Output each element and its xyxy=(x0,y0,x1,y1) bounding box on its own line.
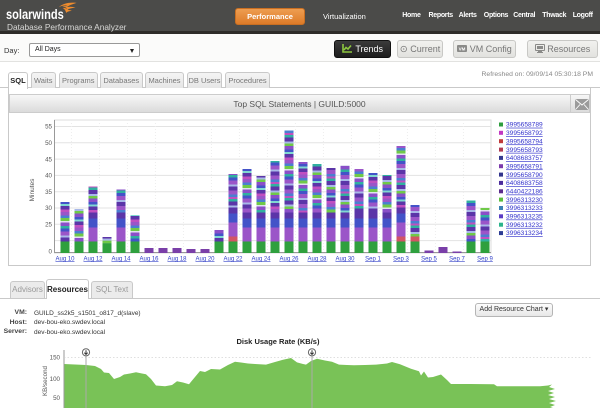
svg-text:0: 0 xyxy=(49,248,53,255)
svg-text:Aug 26: Aug 26 xyxy=(279,256,299,262)
svg-text:25: 25 xyxy=(45,222,52,229)
svg-text:KB/second: KB/second xyxy=(42,365,49,395)
svg-text:Aug 20: Aug 20 xyxy=(195,256,215,262)
svg-text:Aug 24: Aug 24 xyxy=(251,256,271,262)
svg-text:Sep 5: Sep 5 xyxy=(421,256,437,262)
svg-text:Aug 22: Aug 22 xyxy=(223,256,243,262)
svg-text:3996313235: 3996313235 xyxy=(506,214,543,221)
svg-text:35: 35 xyxy=(45,189,52,196)
svg-text:Minutes: Minutes xyxy=(29,178,36,202)
svg-text:Aug 28: Aug 28 xyxy=(307,256,327,262)
svg-text:Aug 30: Aug 30 xyxy=(335,256,355,262)
svg-text:Aug 12: Aug 12 xyxy=(83,256,103,262)
svg-text:6440422186: 6440422186 xyxy=(506,189,543,196)
svg-text:Aug 18: Aug 18 xyxy=(167,256,187,262)
svg-text:3995658792: 3995658792 xyxy=(506,130,543,137)
svg-text:3995658789: 3995658789 xyxy=(506,122,543,129)
svg-text:6408683757: 6408683757 xyxy=(506,155,543,162)
svg-text:100: 100 xyxy=(50,376,61,383)
svg-text:50: 50 xyxy=(45,140,52,147)
svg-text:30: 30 xyxy=(45,205,52,212)
svg-text:Aug 16: Aug 16 xyxy=(139,256,159,262)
svg-text:3995658794: 3995658794 xyxy=(506,138,543,145)
svg-text:3996313234: 3996313234 xyxy=(506,230,543,237)
svg-text:Aug 14: Aug 14 xyxy=(111,256,131,262)
svg-text:150: 150 xyxy=(50,355,61,362)
svg-text:3995658790: 3995658790 xyxy=(506,172,543,179)
svg-text:45: 45 xyxy=(45,156,52,163)
svg-text:40: 40 xyxy=(45,173,52,180)
svg-text:Sep 9: Sep 9 xyxy=(477,256,493,262)
svg-text:55: 55 xyxy=(45,124,52,131)
svg-text:50: 50 xyxy=(53,395,60,402)
svg-text:3995658793: 3995658793 xyxy=(506,147,543,154)
svg-text:3996313232: 3996313232 xyxy=(506,222,543,229)
svg-text:3996313230: 3996313230 xyxy=(506,197,543,204)
svg-text:Sep 3: Sep 3 xyxy=(393,256,409,262)
svg-text:Sep 7: Sep 7 xyxy=(449,256,465,262)
svg-text:Aug 10: Aug 10 xyxy=(55,256,75,262)
svg-text:3995658791: 3995658791 xyxy=(506,163,543,170)
svg-text:Sep 1: Sep 1 xyxy=(365,256,381,262)
svg-text:6408683758: 6408683758 xyxy=(506,180,543,187)
svg-text:3996313233: 3996313233 xyxy=(506,205,543,212)
svg-text:VM: VM xyxy=(459,46,466,51)
